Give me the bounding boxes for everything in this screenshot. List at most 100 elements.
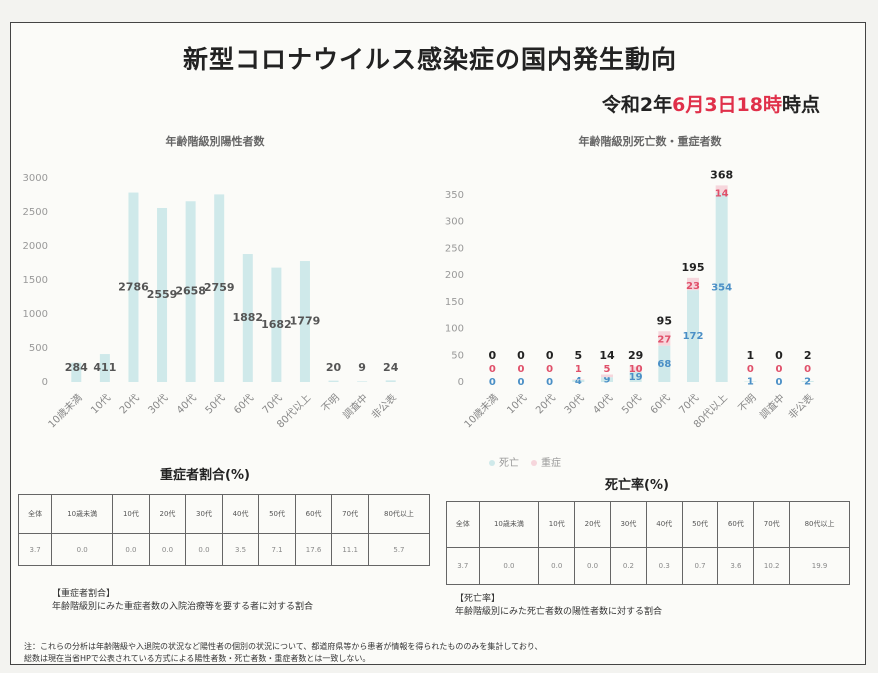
- table-header-cell: 30代: [185, 493, 223, 535]
- bar: [157, 207, 168, 382]
- y-tick-label: 100: [445, 324, 464, 335]
- table-header-cell: 80代以上: [789, 501, 850, 548]
- x-tick-label: 調査中: [340, 391, 370, 421]
- bar-segment: [601, 377, 613, 382]
- date: 令和2年6月3日18時時点: [602, 90, 820, 117]
- table-row: 3.7 0.0 0.0 0.0 0.0 3.5 7.1 17.6 11.1 5.7: [17, 533, 431, 566]
- note-line: 年齢階級別にみた重症者数の入院治療等を要する者に対する割合: [52, 602, 314, 612]
- data-label: 10: [629, 364, 643, 375]
- x-tick-label: 不明: [736, 392, 759, 415]
- bar-segment: [744, 381, 757, 382]
- bar: [385, 380, 396, 382]
- bar: [128, 192, 139, 382]
- bar-segment: [572, 379, 585, 382]
- note-line: 【死亡率】: [455, 594, 501, 604]
- x-tick-label: 10歳未満: [46, 392, 85, 431]
- data-label: 1682: [261, 318, 292, 331]
- bar-segment: [601, 374, 613, 378]
- data-label: 1779: [290, 315, 321, 328]
- chart-title: 年齢階級別死亡数・重症者数: [579, 134, 723, 148]
- table-row: 全体 10歳未満 10代 20代 30代 40代 50代 60代 70代 80代以上: [17, 493, 431, 535]
- x-tick-label: 60代: [648, 392, 673, 417]
- data-label: 0: [747, 364, 754, 375]
- data-label: 2658: [175, 285, 206, 298]
- y-tick-label: 1000: [23, 309, 48, 320]
- total-label: 0: [489, 349, 497, 362]
- data-label: 0: [518, 377, 525, 388]
- bar: [185, 201, 196, 382]
- y-tick-label: 1500: [23, 275, 48, 286]
- bar-segment: [572, 379, 585, 380]
- x-tick-label: 20代: [533, 392, 558, 417]
- x-tick-label: 30代: [146, 392, 171, 417]
- table-cell: 3.5: [221, 533, 260, 566]
- table-header-cell: 全体: [17, 493, 53, 535]
- title: 新型コロナウイルス感染症の国内発生動向: [182, 45, 677, 74]
- data-label: 4: [575, 376, 582, 387]
- data-label: 0: [546, 377, 553, 388]
- bar: [271, 267, 282, 382]
- total-label: 368: [710, 168, 733, 181]
- total-label: 1: [747, 349, 755, 362]
- data-label: 0: [804, 364, 811, 375]
- table-cell: 5.7: [367, 533, 431, 566]
- data-label: 2: [804, 376, 811, 387]
- bar: [99, 354, 110, 382]
- table-header-cell: 20代: [574, 501, 611, 548]
- bar-segment: [801, 380, 814, 382]
- bar: [357, 381, 368, 382]
- table-cell: 10.2: [753, 546, 791, 586]
- x-tick-label: 50代: [619, 392, 644, 417]
- data-label: 14: [715, 188, 729, 199]
- y-tick-label: 0: [458, 377, 464, 388]
- x-tick-label: 調査中: [757, 391, 787, 421]
- data-label: 23: [686, 281, 700, 292]
- bar: [328, 380, 339, 382]
- bar-segment: [715, 192, 728, 382]
- bar: [214, 194, 225, 382]
- data-label: 19: [629, 372, 643, 383]
- table-cell: 0.0: [112, 533, 150, 566]
- y-tick-label: 200: [445, 270, 464, 281]
- bar-segment: [687, 290, 699, 382]
- data-label: 20: [326, 361, 342, 374]
- y-tick-label: 500: [29, 343, 48, 354]
- date-part: 時点: [781, 94, 820, 116]
- bar: [299, 261, 310, 382]
- table-header-cell: 30代: [609, 501, 647, 548]
- y-tick-label: 2500: [23, 207, 48, 218]
- x-tick-label: 不明: [319, 392, 342, 415]
- data-label: 2559: [147, 288, 178, 301]
- table-header-cell: 80代以上: [367, 493, 431, 535]
- table-row: 3.7 0.0 0.0 0.0 0.2 0.3 0.7 3.6 10.2 19.9: [446, 546, 850, 586]
- table-cell: 0.0: [478, 546, 540, 586]
- x-tick-label: 10代: [89, 392, 114, 417]
- total-label: 29: [628, 349, 643, 362]
- legend-swatch: [531, 460, 537, 466]
- table-cell: 0.3: [645, 546, 683, 586]
- table-cell: 0.2: [609, 546, 647, 586]
- note: 【死亡率】年齢階級別にみた死亡者数の陽性者数に対する割合: [455, 593, 662, 619]
- data-label: 68: [657, 359, 671, 370]
- table-header-cell: 20代: [148, 493, 187, 535]
- x-tick-label: 非公表: [786, 391, 816, 421]
- date-part: 6月3日18時: [672, 94, 782, 116]
- table-cell: 3.6: [717, 546, 755, 586]
- x-tick-label: 60代: [231, 392, 256, 417]
- table-row: 全体 10歳未満 10代 20代 30代 40代 50代 60代 70代 80代以上: [446, 501, 850, 548]
- data-label: 1: [747, 377, 754, 388]
- bar-segment: [715, 185, 728, 193]
- note-line: 年齢階級別にみた死亡者数の陽性者数に対する割合: [455, 607, 663, 617]
- y-tick-label: 3000: [23, 173, 48, 184]
- x-tick-label: 40代: [591, 392, 616, 417]
- x-tick-label: 70代: [260, 392, 285, 417]
- table-header-cell: 70代: [331, 493, 369, 535]
- data-label: 27: [657, 334, 671, 345]
- total-label: 2: [804, 349, 812, 362]
- data-label: 284: [65, 361, 88, 374]
- data-label: 0: [518, 364, 525, 375]
- data-label: 0: [776, 364, 783, 375]
- x-tick-label: 10代: [505, 392, 530, 417]
- note-line: 総数は現在当省HPで公表されている方式による陽性者数・死亡者数・重症者数とは一致…: [24, 654, 371, 663]
